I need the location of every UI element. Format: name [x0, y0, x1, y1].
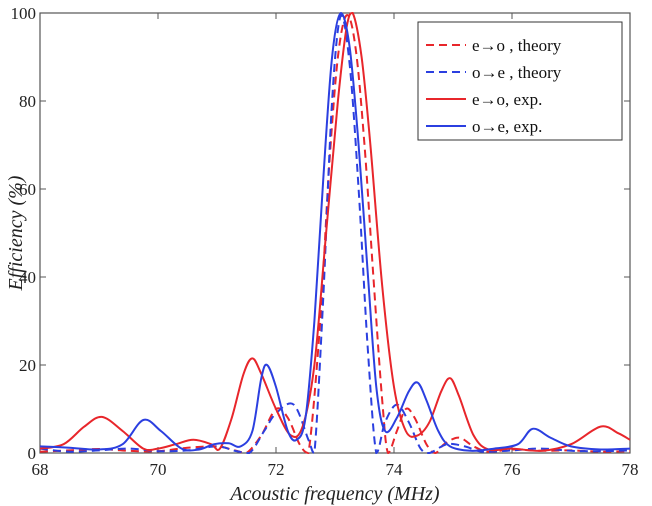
x-tick-label-0: 68: [32, 460, 49, 479]
x-tick-label-4: 76: [504, 460, 521, 479]
y-axis-label: Efficiency (%): [5, 175, 27, 291]
series-lines: [39, 11, 631, 455]
series-line-3: [39, 11, 631, 452]
x-tick-label-5: 78: [622, 460, 639, 479]
legend-label-0: e→o , theory: [472, 36, 562, 55]
legend-box: [417, 21, 623, 141]
y-tick-label-2: 40: [19, 268, 36, 287]
legend-label-3: o→e, exp.: [472, 117, 542, 136]
y-tick-label-1: 20: [19, 356, 36, 375]
legend: e→o , theory o→e , theory e→o, exp. o→e, ex…: [417, 21, 623, 141]
y-tick-label-0: 0: [28, 444, 37, 463]
x-tick-label-1: 70: [150, 460, 167, 479]
y-tick-label-3: 60: [19, 180, 36, 199]
y-tick-label-5: 100: [11, 4, 37, 23]
x-axis-label: Acoustic frequency (MHz): [228, 483, 440, 505]
legend-label-1: o→e , theory: [472, 63, 562, 82]
y-tick-label-4: 80: [19, 92, 36, 111]
x-tick-label-2: 72: [268, 460, 285, 479]
legend-label-2: e→o, exp.: [472, 90, 542, 109]
series-line-1: [39, 14, 631, 455]
x-tick-label-3: 74: [386, 460, 404, 479]
